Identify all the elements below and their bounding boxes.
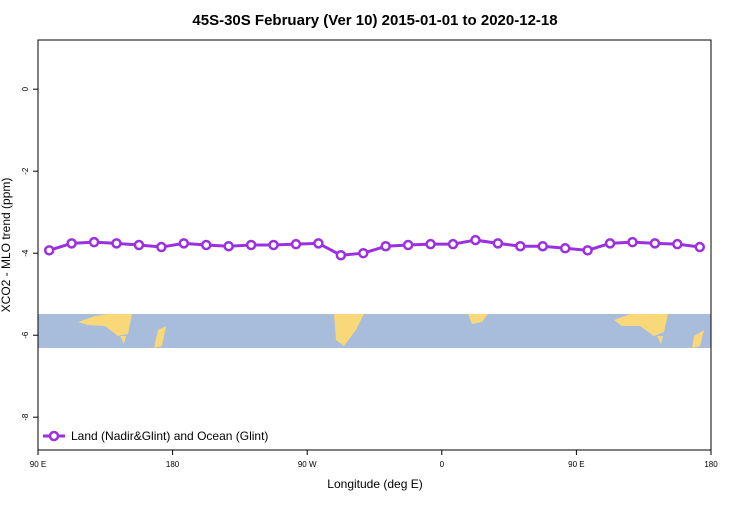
chart-title: 45S-30S February (Ver 10) 2015-01-01 to … xyxy=(192,12,557,29)
y-tick-label: -8 xyxy=(21,413,30,421)
map-band xyxy=(38,314,711,348)
point xyxy=(694,241,706,253)
point xyxy=(515,240,526,252)
point xyxy=(447,238,459,250)
x-tick-label: 0 xyxy=(440,460,445,469)
point xyxy=(245,239,257,251)
point xyxy=(358,247,369,259)
point xyxy=(178,238,190,249)
point xyxy=(223,240,234,252)
point xyxy=(111,238,122,249)
point xyxy=(380,240,391,252)
point xyxy=(582,245,593,256)
point xyxy=(649,238,661,249)
legend-label: Land (Nadir&Glint) and Ocean (Glint) xyxy=(71,429,268,443)
point xyxy=(604,238,616,249)
x-axis-label: Longitude (deg E) xyxy=(327,477,422,491)
y-tick-label: 0 xyxy=(21,86,30,91)
x-tick-label: 90 E xyxy=(568,460,584,469)
point xyxy=(537,240,548,252)
point xyxy=(313,238,324,249)
point xyxy=(559,243,571,254)
point xyxy=(268,239,279,251)
point xyxy=(672,238,683,250)
point xyxy=(88,236,100,248)
point xyxy=(492,238,504,249)
point xyxy=(156,241,167,253)
legend-marker xyxy=(48,430,60,442)
point xyxy=(43,245,55,256)
point xyxy=(470,234,481,246)
x-tick-label: 90 W xyxy=(298,460,317,469)
x-tick-label: 180 xyxy=(166,460,180,469)
x-tick-label: 90 E xyxy=(30,460,46,469)
point xyxy=(627,236,638,248)
y-tick-label: -4 xyxy=(21,249,30,257)
x-tick-label: 180 xyxy=(704,460,718,469)
point xyxy=(290,238,302,250)
point xyxy=(133,239,145,251)
point xyxy=(402,239,414,251)
point xyxy=(425,238,436,250)
y-tick-label: -2 xyxy=(21,167,30,175)
point xyxy=(335,250,347,261)
plot-frame xyxy=(37,39,712,451)
y-axis-label: XCO2 - MLO trend (ppm) xyxy=(0,178,13,313)
y-tick-label: -6 xyxy=(21,331,30,339)
point xyxy=(66,238,77,249)
point xyxy=(201,239,212,251)
